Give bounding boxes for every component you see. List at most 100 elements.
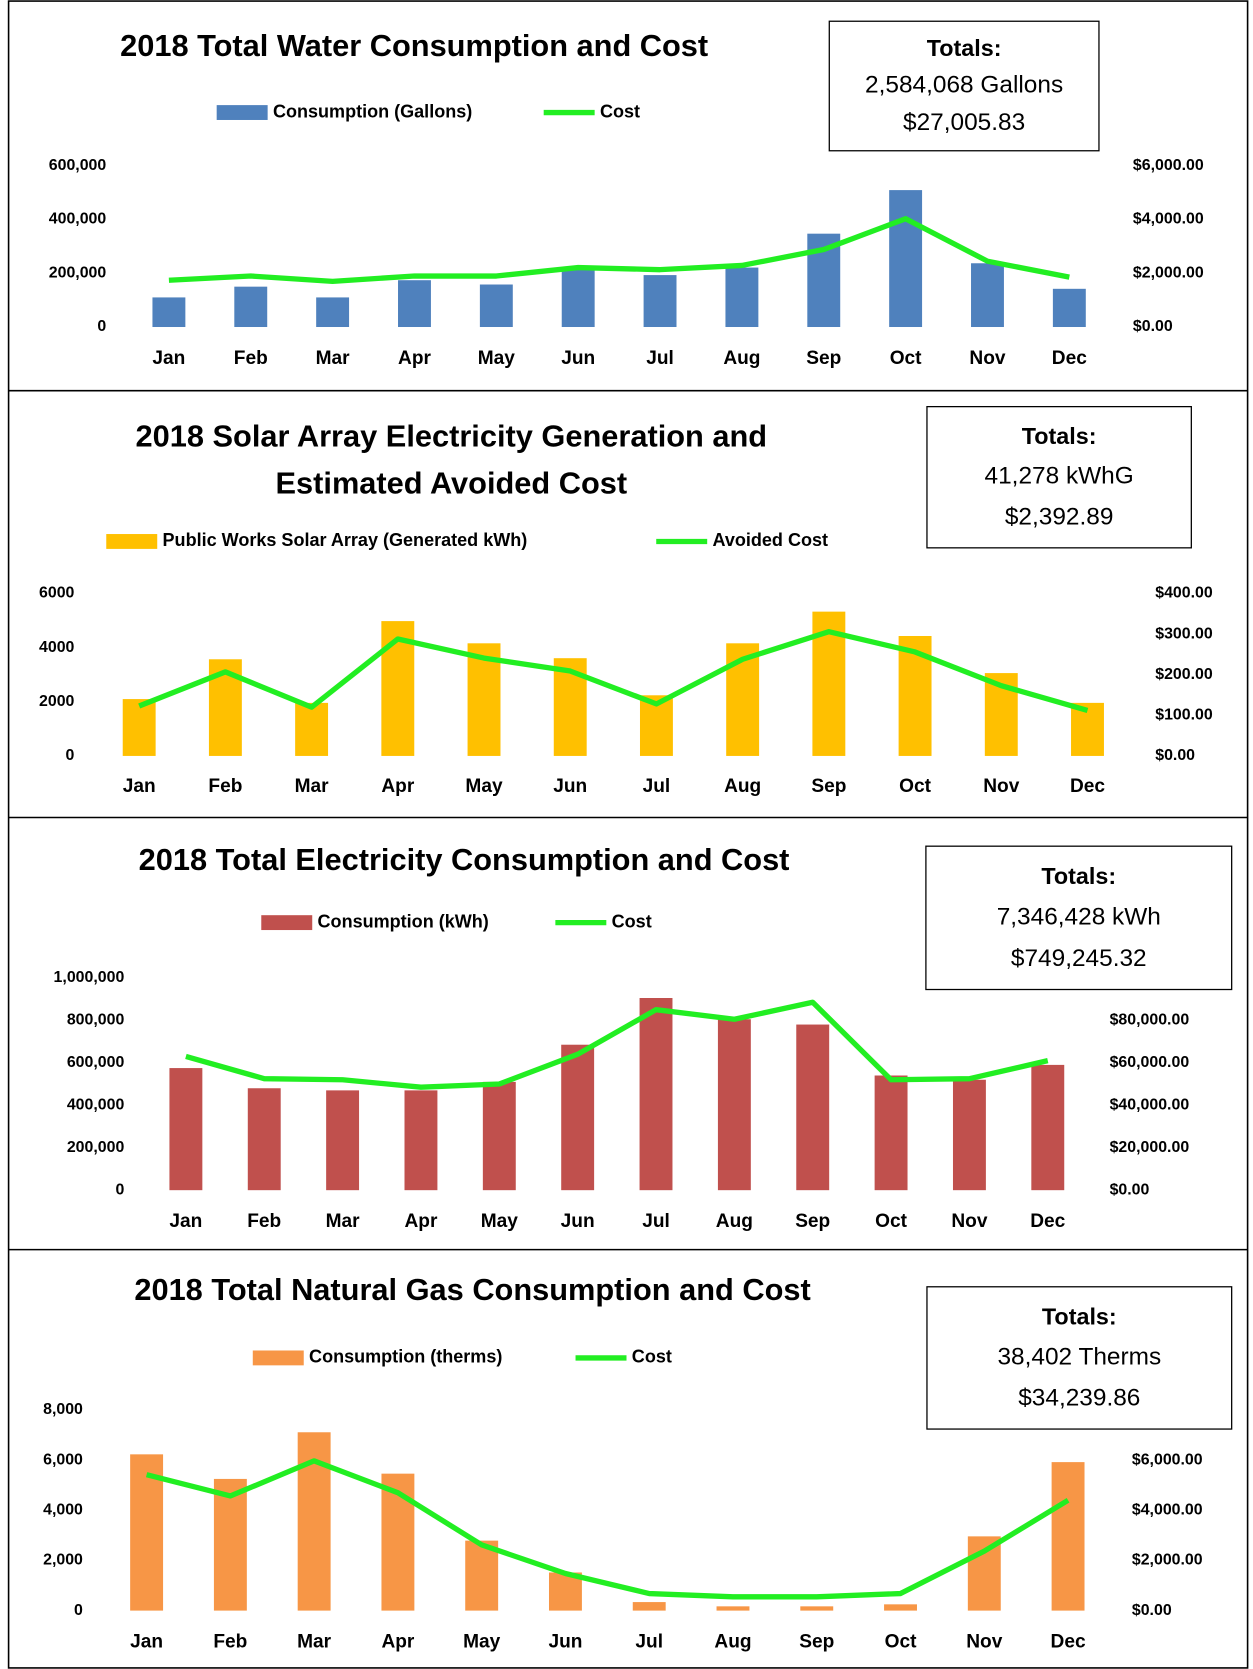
bar [326,1090,360,1191]
y-tick-label: 2000 [39,693,75,710]
y2-tick-label: $4,000.00 [1133,211,1204,228]
bar [316,297,350,328]
x-tick-label: Jul [646,348,674,369]
x-tick-label: Nov [966,1632,1002,1653]
x-tick-label: Jan [152,348,185,369]
y-tick-label: 600,000 [49,157,107,174]
x-tick-label: Jun [553,776,587,797]
y2-tick-label: $80,000.00 [1110,1012,1190,1029]
totals-line: $749,245.32 [1011,945,1147,972]
bar [796,1024,830,1191]
totals-box [926,1286,1233,1430]
y2-tick-label: $4,000.00 [1132,1501,1203,1518]
x-tick-label: Jun [561,348,595,369]
x-tick-label: Jan [130,1632,163,1653]
y-tick-label: 6000 [39,585,75,602]
y2-tick-label: $2,000.00 [1133,264,1204,281]
cost-line [168,216,1070,285]
y-tick-label: 1,000,000 [54,969,125,986]
x-tick-label: Oct [890,348,922,369]
legend-swatch [216,105,268,120]
x-tick-label: Apr [381,1632,414,1653]
x-tick-label: Jul [642,1211,670,1232]
totals-line: $27,005.83 [903,109,1025,136]
bar [130,1454,164,1611]
x-tick-label: Nov [951,1211,987,1232]
bar [152,297,186,328]
x-tick-label: Jun [548,1632,582,1653]
y-tick-label: 800,000 [67,1012,125,1029]
bar [465,1540,499,1611]
x-tick-label: Feb [247,1211,281,1232]
x-tick-label: Oct [885,1632,917,1653]
bar [234,286,268,328]
legend-label: Cost [612,911,652,931]
bar [971,263,1004,328]
y-tick-label: 6,000 [43,1451,83,1468]
y2-tick-label: $6,000.00 [1133,157,1204,174]
totals-box [926,405,1192,549]
bar [884,1604,917,1611]
x-tick-label: May [463,1632,501,1653]
y2-tick-label: $0.00 [1133,318,1173,335]
x-tick-label: Apr [404,1211,437,1232]
y-tick-label: 600,000 [67,1054,125,1071]
y-tick-label: 8,000 [43,1401,83,1418]
bar [404,1090,438,1191]
bar [398,280,431,328]
totals-line: 41,278 kWhG [985,463,1134,490]
totals-line: 38,402 Therms [997,1343,1161,1370]
cost-line [138,629,1089,714]
bar [561,269,595,328]
y-tick-label: 0 [74,1602,83,1619]
legend-swatch [261,915,313,931]
y2-tick-label: $0.00 [1132,1602,1172,1619]
x-tick-label: Apr [398,348,431,369]
y2-tick-label: $100.00 [1155,707,1213,724]
x-tick-label: Jun [561,1211,595,1232]
legend-label: Cost [600,101,640,121]
totals-line: $2,392.89 [1005,504,1114,531]
legend-label: Avoided Cost [712,530,828,550]
y-tick-label: 200,000 [67,1139,125,1156]
cost-line [185,999,1049,1090]
x-tick-label: May [481,1211,519,1232]
y-tick-label: 400,000 [67,1096,125,1113]
bar [1052,288,1086,328]
x-tick-label: Oct [899,776,931,797]
x-tick-label: Jan [169,1211,202,1232]
x-tick-label: Nov [983,776,1019,797]
y2-tick-label: $6,000.00 [1132,1451,1203,1468]
x-tick-label: Aug [724,776,761,797]
legend-label: Cost [632,1347,672,1367]
bar [1071,702,1104,756]
y2-tick-label: $20,000.00 [1110,1139,1190,1156]
bar [800,1606,834,1611]
x-tick-label: Aug [716,1211,753,1232]
x-tick-label: Sep [795,1211,830,1232]
bar [561,1044,595,1191]
x-tick-label: Feb [213,1632,247,1653]
bar [717,1019,751,1191]
chart-title: 2018 Total Water Consumption and Cost [120,28,708,63]
y2-tick-label: $200.00 [1155,666,1213,683]
cost-line [145,1458,1070,1600]
x-tick-label: Mar [326,1211,361,1232]
x-tick-label: Jul [643,776,671,797]
bar [1051,1462,1085,1611]
y2-tick-label: $60,000.00 [1110,1054,1190,1071]
y2-tick-label: $400.00 [1155,585,1213,602]
x-tick-label: Dec [1070,776,1105,797]
bar [169,1068,203,1191]
bar [632,1602,666,1611]
totals-line: 2,584,068 Gallons [865,71,1063,98]
y-tick-label: 0 [66,747,75,764]
y2-tick-label: $40,000.00 [1110,1096,1190,1113]
bar [213,1478,247,1611]
bar [725,267,759,328]
legend-swatch [252,1350,304,1366]
chart-title: 2018 Total Electricity Consumption and C… [139,842,790,877]
bar [889,190,923,328]
x-tick-label: Mar [297,1632,332,1653]
x-tick-label: Sep [811,776,846,797]
